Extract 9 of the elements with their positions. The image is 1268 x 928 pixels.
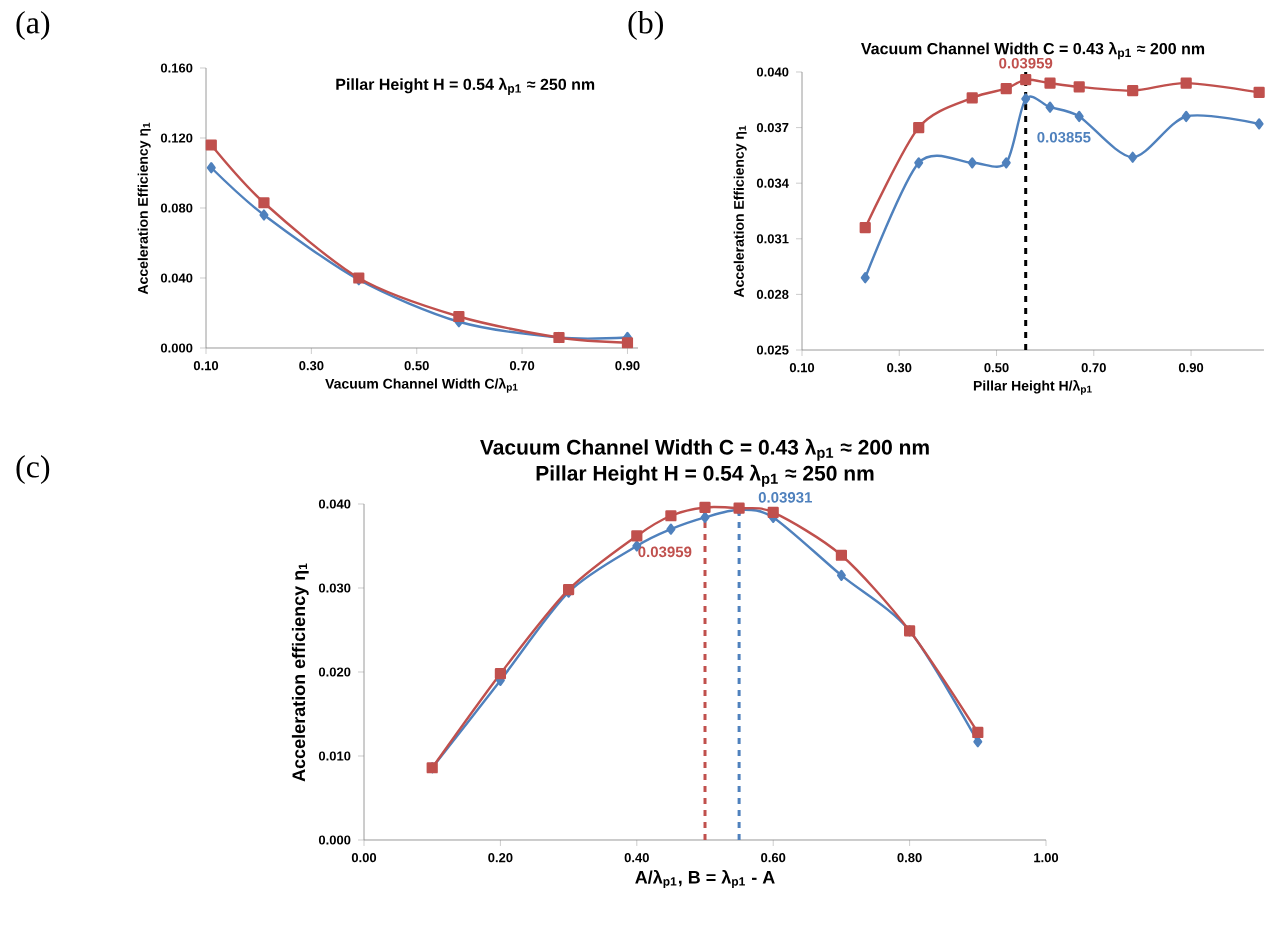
y-axis-title: Acceleration efficiency η$_{1}$ bbox=[291, 563, 309, 782]
text: (c) bbox=[16, 455, 50, 485]
text: (a) bbox=[16, 11, 50, 41]
chart-subtitle: Pillar Height H = 0.54 λ$_{p1}$ ≈ 250 nm bbox=[536, 464, 874, 487]
text: Pillar Height H = 0.54 λ$_{p1}$ ≈ 250 nm bbox=[336, 77, 595, 96]
chart-title: Vacuum Channel Width C = 0.43 λ$_{p1}$ ≈ 200 nm bbox=[861, 42, 1205, 60]
x-axis-title: A/λ$_{p1}$, B = λ$_{p1}$ - A bbox=[635, 869, 775, 889]
chart-title: Vacuum Channel Width C = 0.43 λ$_{p1}$ ≈ 200 nm bbox=[480, 438, 929, 461]
text: (b) bbox=[628, 11, 663, 41]
